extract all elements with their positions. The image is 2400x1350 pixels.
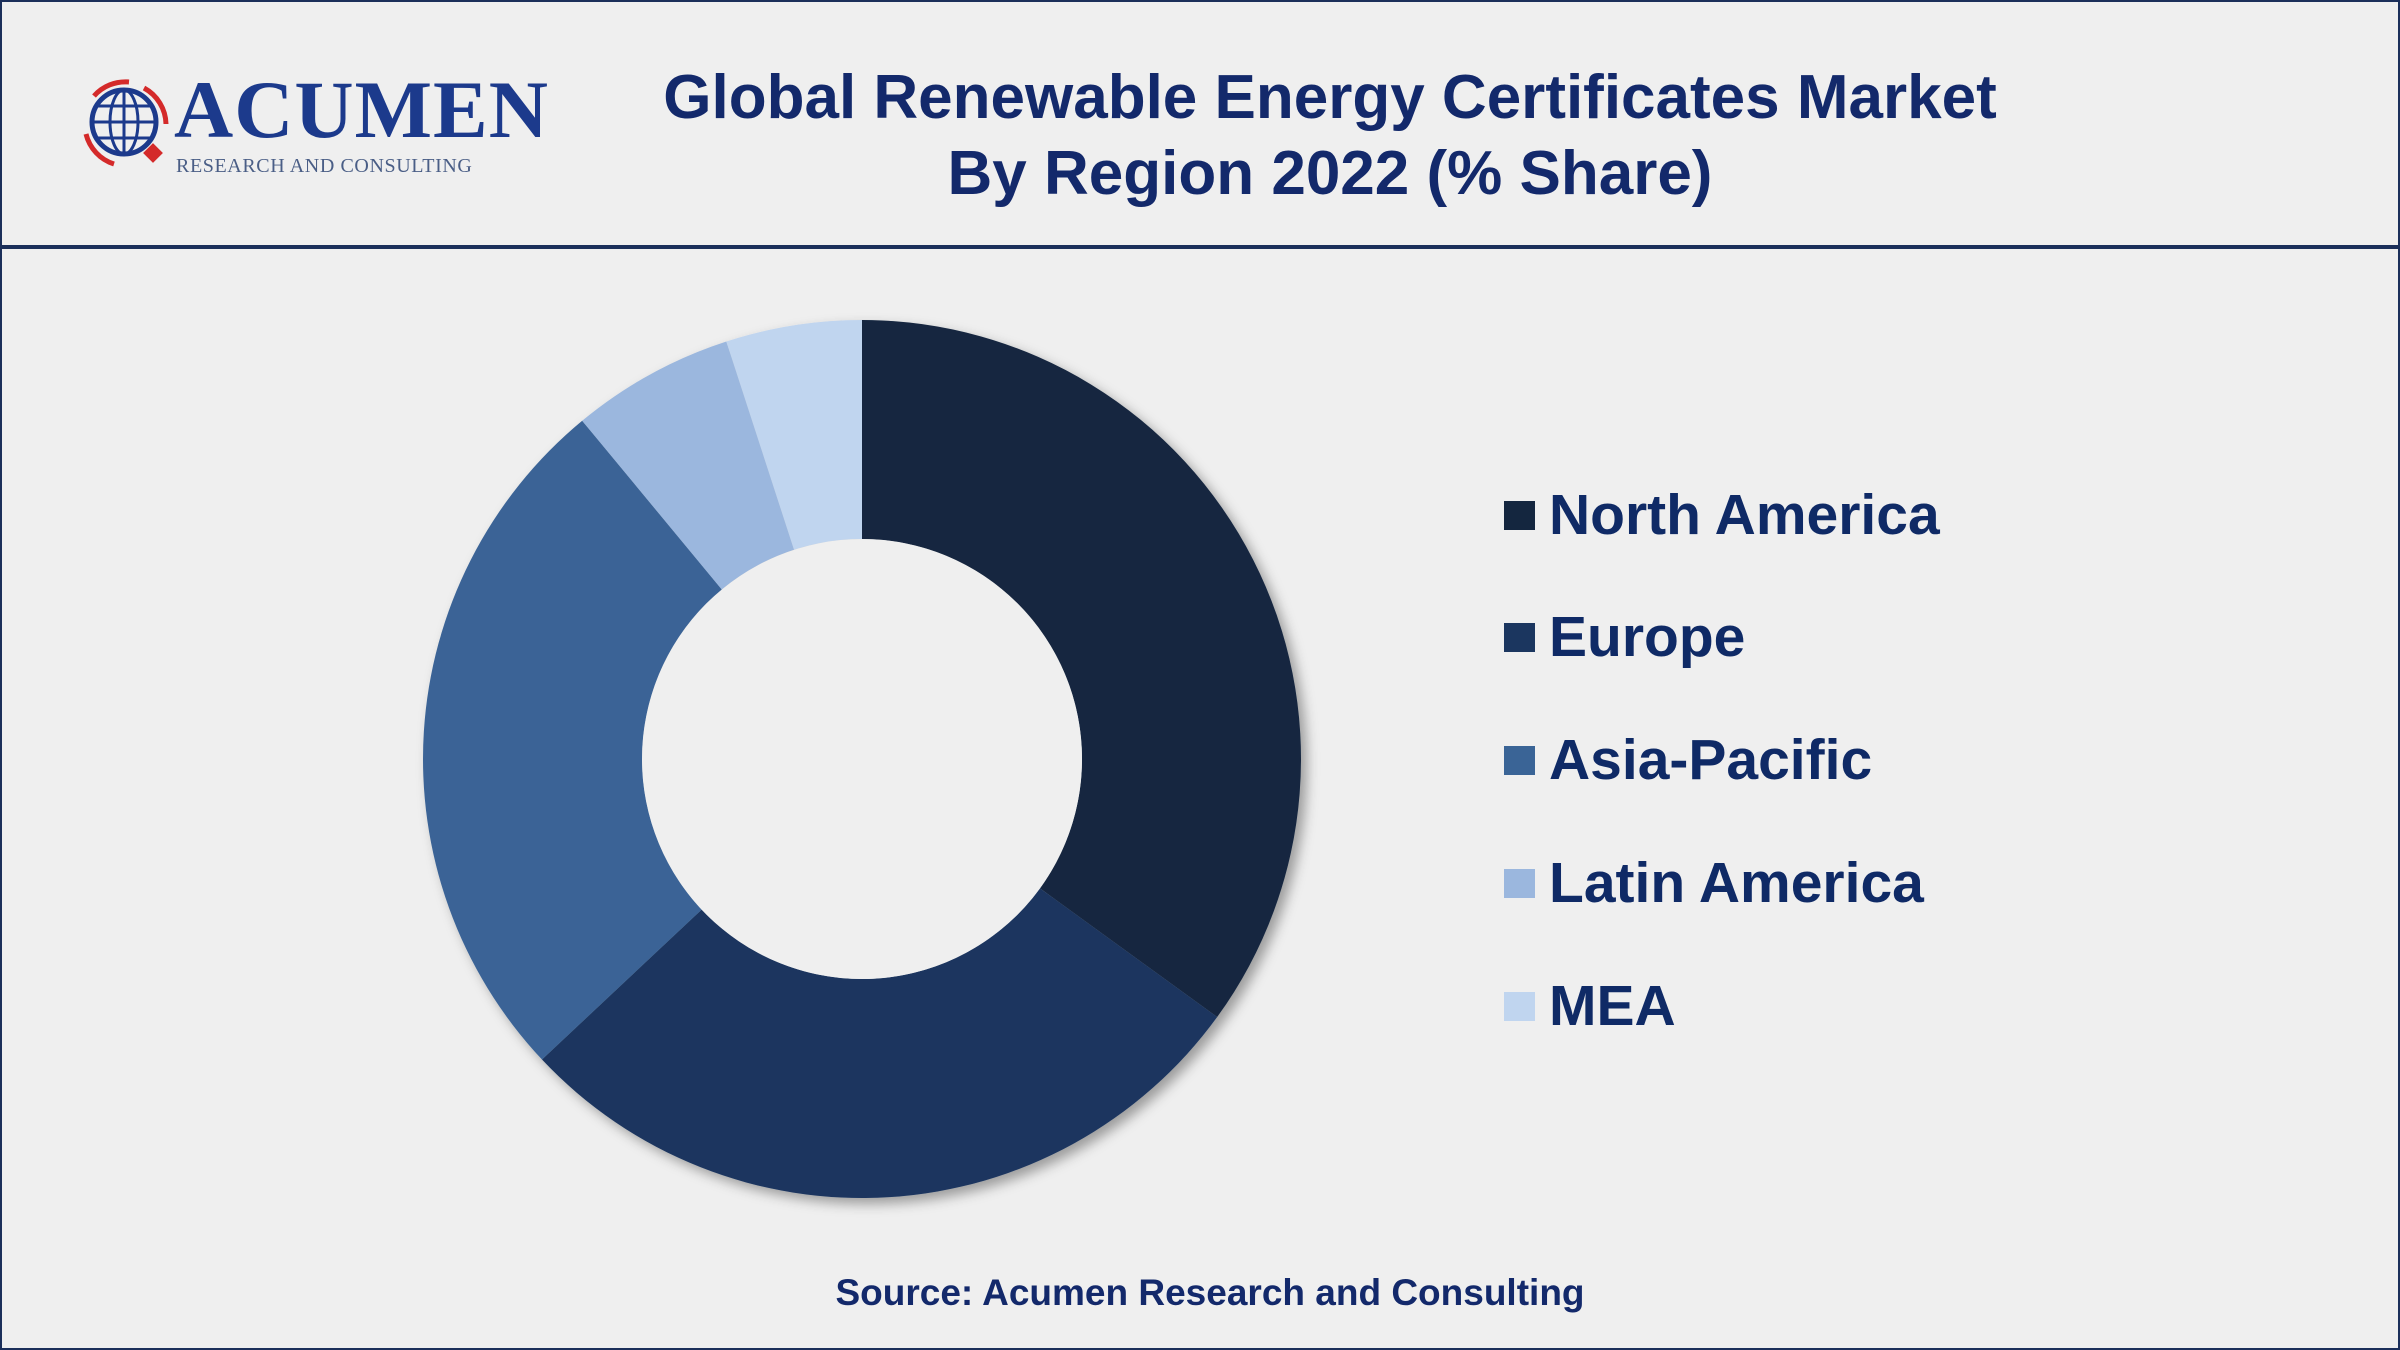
legend-swatch: [1504, 868, 1535, 898]
chart-title: Global Renewable Energy Certificates Mar…: [530, 60, 2130, 212]
legend-item: Asia-Pacific: [1504, 725, 1872, 795]
legend-item: North America: [1504, 480, 1940, 550]
legend-item: Europe: [1504, 602, 1745, 672]
globe-icon: [83, 79, 169, 167]
slice-north-america: [862, 320, 1301, 1018]
legend-item: MEA: [1504, 971, 1676, 1041]
legend-swatch: [1504, 991, 1535, 1021]
acumen-logo: ACUMEN RESEARCH AND CONSULTING: [74, 69, 548, 182]
legend-swatch: [1504, 622, 1535, 652]
legend-label: Europe: [1549, 605, 1746, 669]
logo-subtext: RESEARCH AND CONSULTING: [176, 155, 473, 177]
legend-label: Latin America: [1549, 851, 1924, 915]
slice-europe: [541, 888, 1218, 1198]
legend-swatch: [1504, 500, 1535, 530]
source-note: Source: Acumen Research and Consulting: [835, 1272, 1585, 1313]
legend-item: Latin America: [1504, 848, 1924, 918]
title-line-1: Global Renewable Energy Certificates Mar…: [663, 63, 1997, 132]
slice-mea: [726, 320, 862, 550]
header-divider: [0, 245, 2400, 249]
logo-wordmark: ACUMEN: [174, 64, 549, 155]
title-line-2: By Region 2022 (% Share): [947, 139, 1713, 208]
donut-hole: [642, 539, 1082, 979]
slice-asia-pacific: [423, 420, 722, 1060]
legend-swatch: [1504, 745, 1535, 775]
legend-label: MEA: [1549, 974, 1676, 1038]
slice-latin-america: [582, 341, 795, 590]
legend-label: North America: [1549, 483, 1940, 547]
legend-label: Asia-Pacific: [1549, 728, 1873, 792]
